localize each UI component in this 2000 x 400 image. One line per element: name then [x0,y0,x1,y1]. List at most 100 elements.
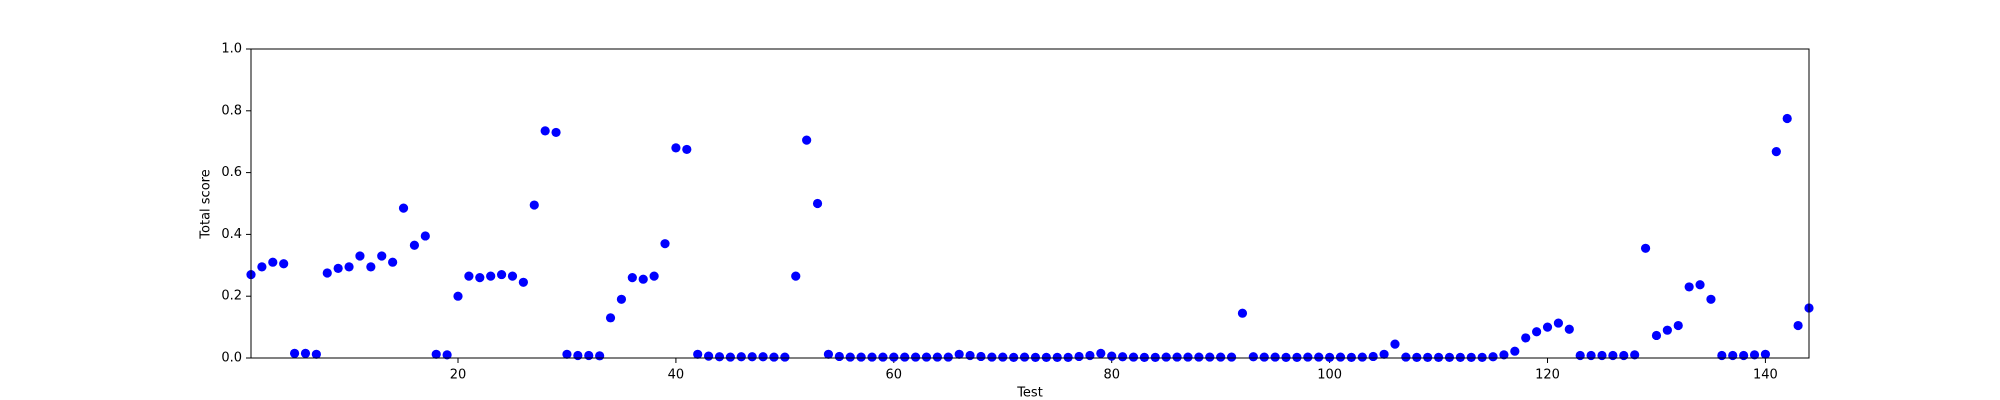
data-point [998,352,1008,362]
x-tick-label: 60 [886,368,903,383]
data-point [1782,113,1792,124]
data-point [845,352,855,362]
data-point [1684,282,1694,292]
data-point [398,203,409,213]
data-point [802,135,812,145]
data-point [758,352,768,362]
data-point [976,351,986,362]
data-point [1433,352,1444,362]
data-point [1335,352,1346,362]
data-point [1542,322,1553,332]
y-axis-label: Total score [199,169,214,239]
data-point [1357,352,1367,362]
data-point [496,269,507,280]
data-point [1085,350,1095,361]
data-point [1096,348,1106,358]
data-point [834,351,844,362]
data-point [268,257,278,267]
data-point [1619,350,1629,361]
data-point [453,291,463,301]
data-point [486,271,496,281]
x-tick-label: 100 [1317,368,1342,383]
data-point [693,349,703,359]
data-point [464,271,474,281]
data-point [584,350,594,361]
data-point [1030,352,1041,362]
data-point [1052,352,1062,362]
data-point [714,352,725,362]
data-point [867,352,877,362]
data-point [856,352,866,362]
data-point [1009,352,1019,362]
data-point [780,352,790,362]
data-point [725,352,735,362]
data-point [257,262,267,272]
data-point [1237,308,1248,318]
data-point [1793,320,1803,331]
data-point [660,239,670,249]
plot-frame [250,48,1810,359]
data-point [1281,352,1291,362]
data-point [1019,352,1030,362]
data-point [1390,339,1400,349]
data-point [431,349,441,359]
data-point [1771,146,1781,157]
y-tick-label: 0.2 [221,289,242,304]
data-point [1063,352,1073,362]
x-axis-label: Test [1016,386,1043,400]
data-point [736,352,746,362]
data-point [344,262,354,272]
x-tick-label: 80 [1103,368,1120,383]
data-point [1510,346,1520,356]
data-point [1488,352,1498,362]
data-point [1172,352,1182,362]
data-point [889,352,899,362]
x-tick-label: 140 [1753,368,1778,383]
data-point [1259,352,1269,362]
data-point [649,271,659,281]
data-point [1455,352,1465,362]
data-point [1521,333,1531,343]
y-tick-label: 0.0 [221,351,242,366]
data-point [769,352,779,362]
data-point [1074,351,1084,362]
data-point [1226,352,1237,362]
y-tick-label: 0.8 [221,103,242,118]
y-tick-label: 0.6 [221,165,242,180]
data-point [900,352,910,362]
data-point [932,352,942,362]
y-tick-label: 0.4 [221,227,242,242]
data-point [1118,352,1128,362]
data-point [1161,352,1171,362]
data-point [540,126,550,136]
data-point [1401,352,1411,362]
data-point [1640,243,1651,253]
data-point [562,349,572,359]
data-point [1128,352,1139,362]
data-point [703,351,714,361]
data-point [1597,350,1607,361]
data-point [682,144,692,155]
data-point [1717,350,1727,361]
data-point [965,350,975,361]
data-point [366,262,376,272]
data-point [1749,350,1760,360]
data-point [551,127,561,138]
y-tick-label: 1.0 [221,42,242,57]
data-point [605,313,616,323]
data-point [1532,327,1542,337]
data-point [1194,352,1204,362]
data-point [518,277,528,287]
data-point [1248,352,1258,362]
data-point [921,352,932,362]
data-point [409,240,420,250]
data-point [823,349,834,359]
data-point [1216,352,1226,362]
data-point [1564,324,1574,334]
x-tick-label: 20 [450,368,467,383]
data-point [529,200,539,210]
data-point [812,198,823,209]
data-point [1608,350,1618,361]
data-point [573,350,583,361]
